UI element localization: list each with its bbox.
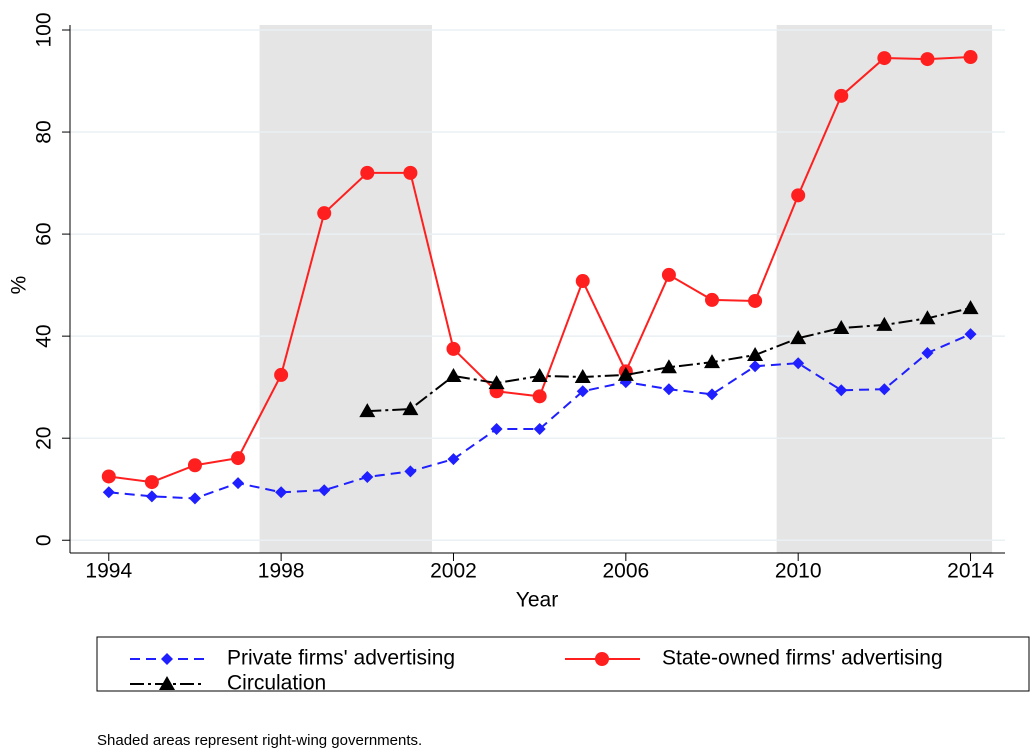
x-tick-label: 2006 (602, 560, 649, 583)
legend-label: Circulation (227, 672, 326, 695)
marker (749, 360, 762, 373)
y-tick-label: 80 (33, 120, 56, 143)
marker (704, 354, 721, 369)
marker (231, 451, 246, 466)
marker (145, 490, 158, 503)
x-axis-label: Year (516, 589, 558, 612)
marker (576, 385, 589, 398)
y-tick-label: 100 (33, 12, 56, 47)
marker (490, 423, 503, 436)
marker (359, 403, 376, 418)
marker (706, 388, 719, 401)
legend-marker (159, 676, 175, 690)
legend-box (96, 636, 1030, 692)
x-tick-label: 2010 (775, 560, 822, 583)
marker (404, 465, 417, 478)
marker (360, 165, 375, 180)
marker (102, 486, 115, 499)
marker (876, 316, 893, 331)
marker (921, 346, 934, 359)
marker (833, 319, 850, 334)
shaded-area (776, 25, 993, 553)
note: Shaded areas represent right-wing govern… (97, 732, 422, 749)
y-axis-label: % (8, 276, 31, 295)
legend-label: Private firms' advertising (227, 647, 455, 670)
marker (878, 383, 891, 396)
marker (447, 453, 460, 466)
x-tick-label: 2002 (430, 560, 477, 583)
shaded-area (259, 25, 432, 553)
marker (662, 383, 675, 396)
marker (531, 367, 548, 382)
marker (748, 293, 763, 308)
marker (533, 423, 546, 436)
y-tick-label: 60 (33, 222, 56, 245)
marker (963, 50, 978, 65)
marker (964, 328, 977, 341)
marker (920, 52, 935, 67)
marker (361, 470, 374, 483)
marker (317, 206, 332, 221)
marker (318, 484, 331, 497)
marker (661, 267, 676, 282)
legend-label: State-owned firms' advertising (662, 647, 943, 670)
y-tick-label: 0 (33, 534, 56, 546)
marker (274, 367, 289, 382)
marker (446, 341, 461, 356)
y-tick-label: 40 (33, 324, 56, 347)
marker (835, 384, 848, 397)
legend-marker (161, 653, 173, 665)
marker (790, 330, 807, 345)
marker (445, 367, 462, 382)
marker (403, 165, 418, 180)
series-line (367, 307, 971, 413)
marker (834, 88, 849, 103)
marker (877, 51, 892, 66)
marker (488, 375, 505, 390)
marker (144, 475, 159, 490)
x-tick-label: 1998 (258, 560, 305, 583)
marker (660, 359, 677, 374)
marker (188, 492, 201, 505)
marker (232, 477, 245, 490)
marker (275, 486, 288, 499)
marker (791, 188, 806, 203)
y-tick-label: 20 (33, 427, 56, 450)
x-tick-label: 1994 (85, 560, 132, 583)
marker (792, 357, 805, 370)
marker (747, 347, 764, 362)
marker (919, 310, 936, 325)
marker (617, 366, 634, 381)
marker (575, 274, 590, 289)
marker (187, 458, 202, 473)
marker (532, 389, 547, 404)
legend-marker (595, 652, 609, 666)
marker (574, 368, 591, 383)
marker (402, 401, 419, 416)
marker (101, 469, 116, 484)
x-tick-label: 2014 (947, 560, 994, 583)
marker (962, 300, 979, 315)
marker (705, 292, 720, 307)
